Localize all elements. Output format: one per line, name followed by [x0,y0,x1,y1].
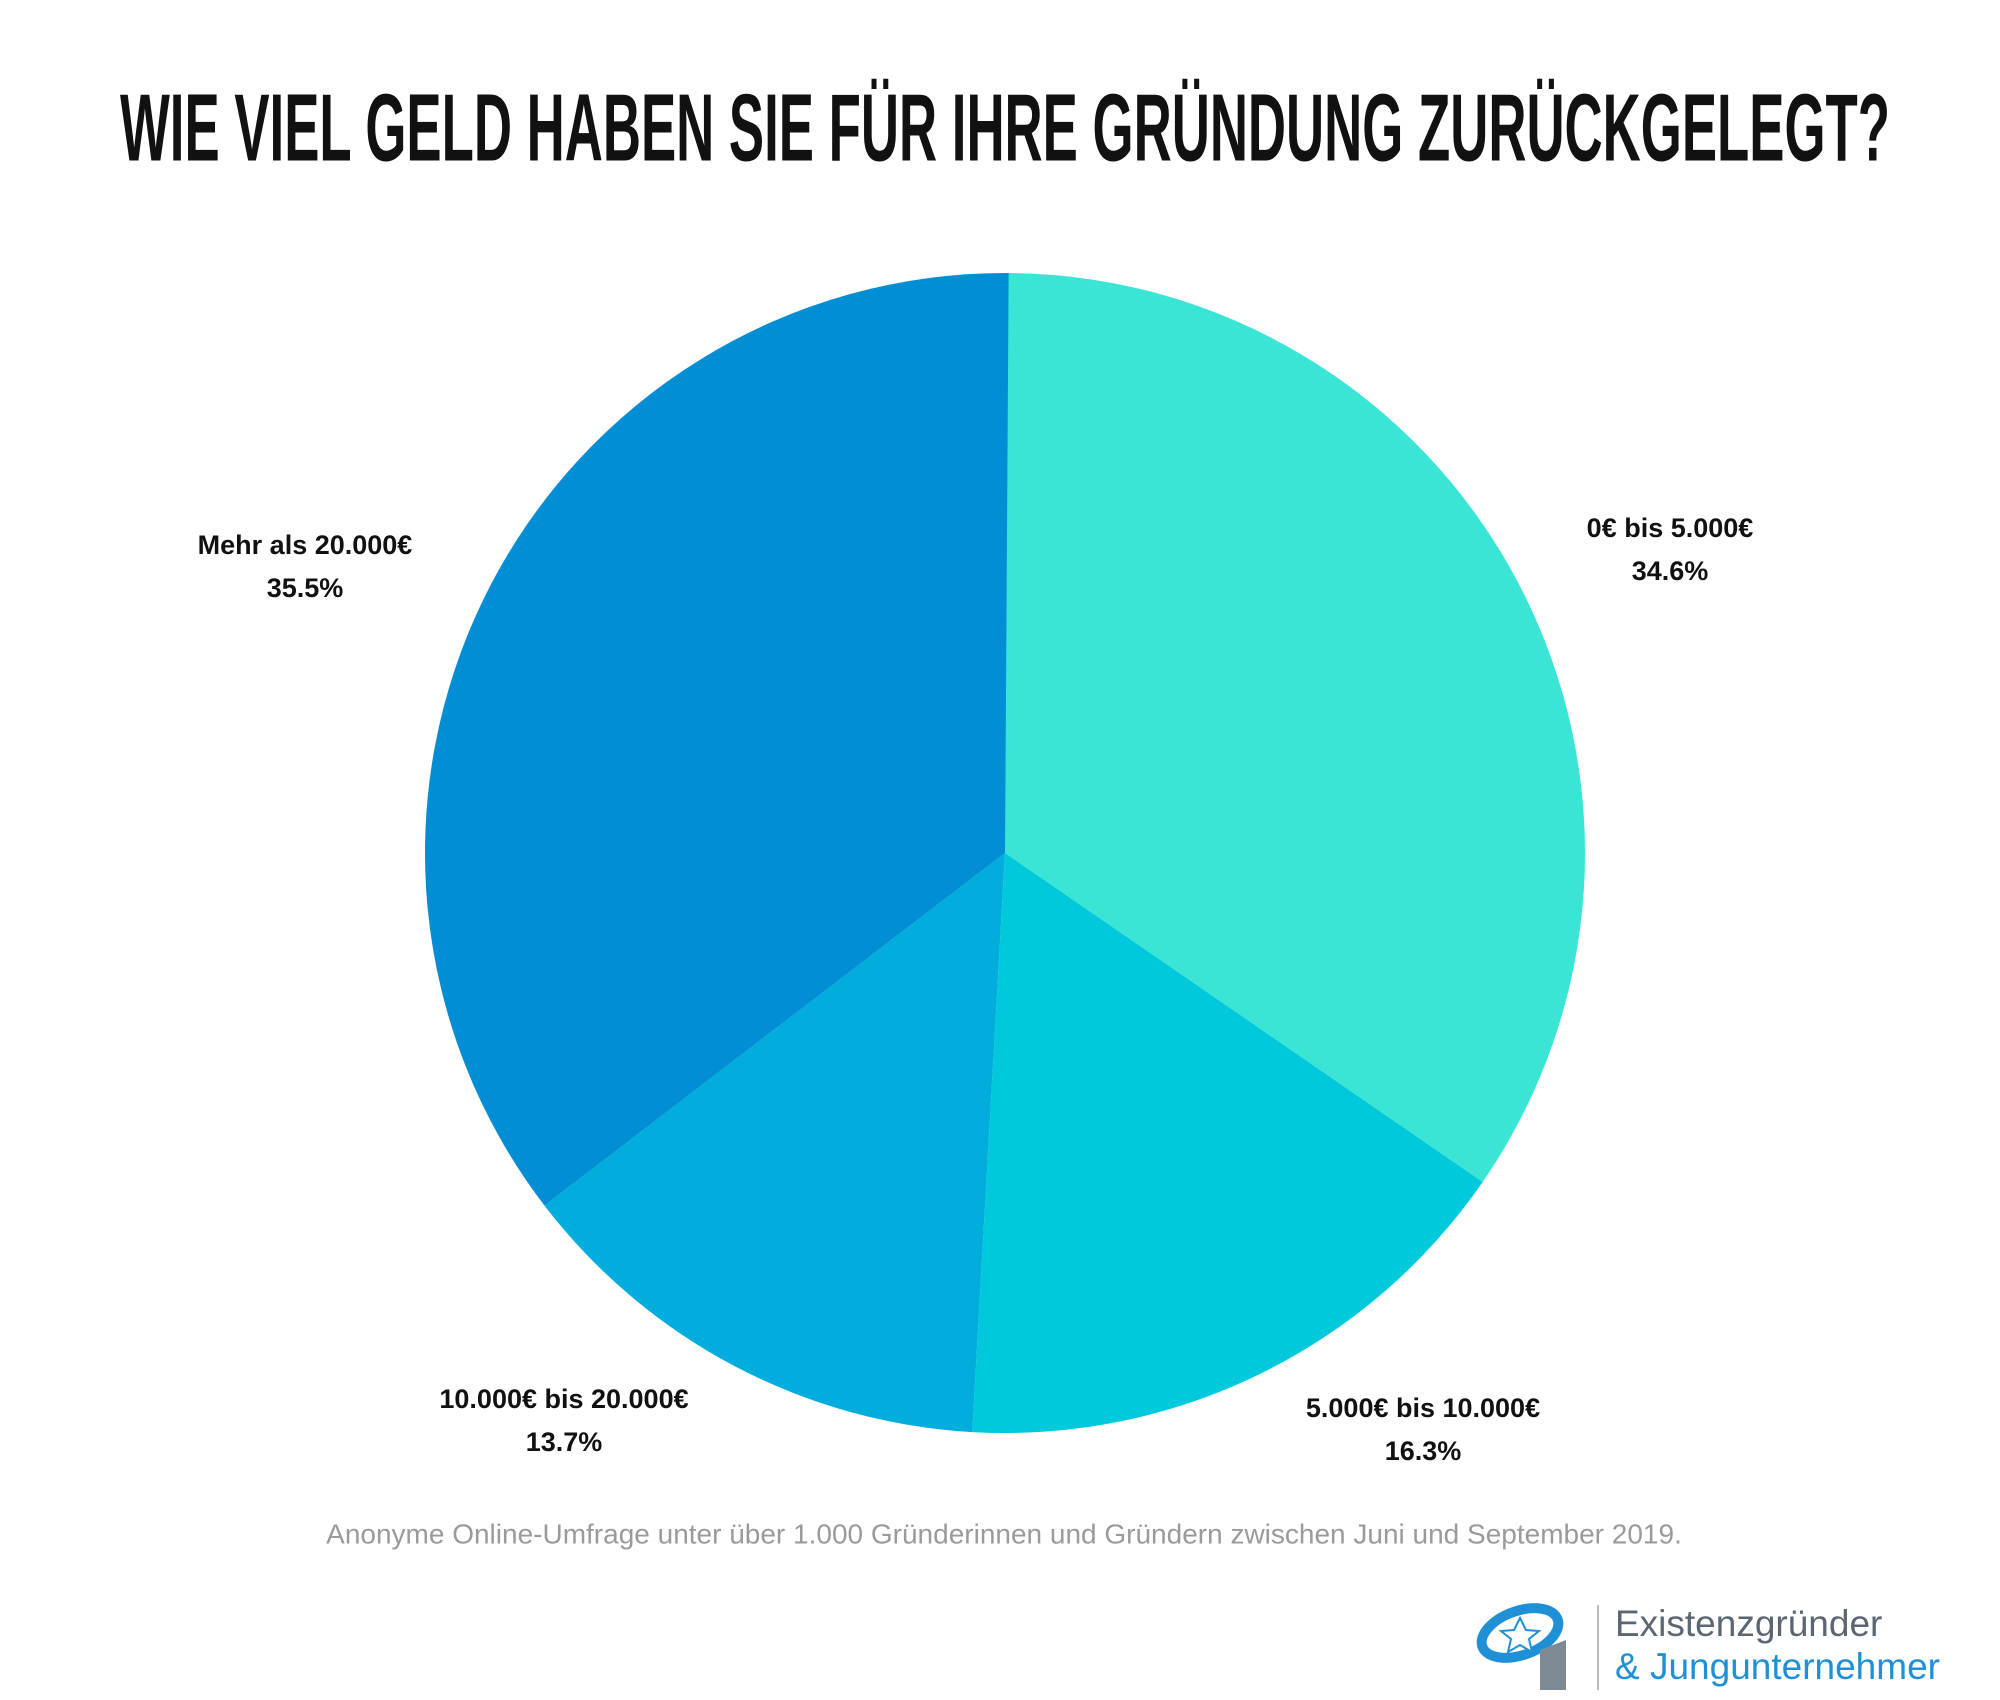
pie-slice [424,273,1009,1206]
logo-star [1498,1615,1542,1655]
slice-label: Mehr als 20.000€ [198,530,413,560]
slice-value-label: 16.3% [1385,1436,1462,1466]
logo: Existenzgründer & Jungunternehmer [1476,1603,1940,1690]
logo-line1: Existenzgründer [1615,1603,1882,1644]
logo-swoosh [1476,1603,1564,1663]
pie-slice [1005,273,1586,1183]
slice-value-label: 35.5% [267,573,344,603]
logo-road [1540,1640,1566,1690]
pie-slice [972,853,1483,1433]
slice-label: 5.000€ bis 10.000€ [1306,1393,1540,1423]
slice-label: 0€ bis 5.000€ [1587,513,1754,543]
slice-value-label: 34.6% [1632,556,1709,586]
chart-title: WIE VIEL GELD HABEN SIE FÜR IHRE GRÜNDUN… [120,74,1890,181]
slice-label: 10.000€ bis 20.000€ [439,1384,688,1414]
logo-line2: & Jungunternehmer [1615,1646,1940,1687]
pie-slice [544,853,1005,1433]
footnote: Anonyme Online-Umfrage unter über 1.000 … [326,1518,1682,1549]
slice-value-label: 13.7% [526,1427,603,1457]
